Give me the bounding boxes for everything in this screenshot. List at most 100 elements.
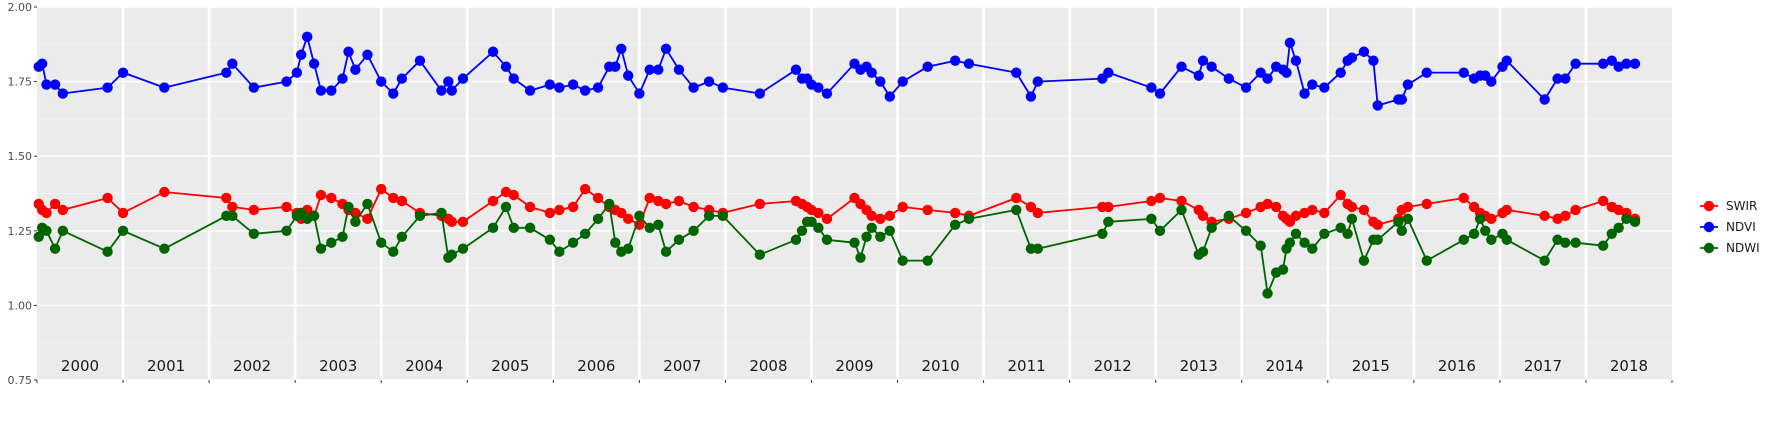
- ndvi-point: [949, 55, 961, 66]
- swir-point: [949, 207, 961, 219]
- ndwi-point: [1290, 228, 1302, 239]
- ndwi-point: [922, 255, 933, 266]
- ndwi-point: [524, 222, 536, 234]
- ndwi-point: [634, 210, 645, 222]
- swir-point: [622, 213, 634, 225]
- ndvi-point: [644, 64, 655, 75]
- ndvi-point: [102, 82, 113, 93]
- ndwi-point: [673, 234, 685, 245]
- ndvi-point: [897, 76, 908, 87]
- ndwi-point: [1421, 255, 1432, 266]
- swir-point: [388, 192, 399, 204]
- ndwi-point: [49, 243, 61, 254]
- y-tick-label: 0.75: [8, 374, 33, 387]
- ndwi-point: [1262, 288, 1273, 299]
- ndwi-point: [159, 243, 170, 254]
- ndvi-point: [1290, 55, 1302, 66]
- swir-point: [326, 192, 337, 204]
- swir-point: [1290, 210, 1302, 222]
- swir-point: [1270, 201, 1282, 213]
- swir-point: [248, 204, 260, 216]
- ndwi-point: [1539, 255, 1550, 266]
- ndwi-point: [33, 231, 44, 242]
- ndwi-point: [1597, 240, 1609, 251]
- swir-point: [821, 213, 833, 225]
- swir-point: [592, 192, 604, 204]
- ndwi-point: [1613, 222, 1624, 234]
- ndvi-point: [326, 85, 337, 96]
- ndvi-point: [281, 76, 292, 87]
- y-tick-label: 2.00: [8, 1, 33, 14]
- swir-point: [884, 210, 895, 222]
- ndvi-point: [1025, 91, 1037, 102]
- ndvi-point: [866, 67, 877, 78]
- ndvi-point: [790, 64, 802, 75]
- ndwi-point: [897, 255, 908, 266]
- ndwi-point: [579, 228, 591, 239]
- year-label: 2017: [1524, 357, 1562, 375]
- ndvi-point: [634, 88, 645, 99]
- ndvi-point: [1346, 52, 1358, 63]
- ndwi-point: [806, 216, 817, 228]
- ndvi-point: [1402, 79, 1414, 90]
- legend-label: SWIR: [1726, 199, 1757, 213]
- ndvi-point: [1570, 58, 1581, 69]
- ndvi-point: [1240, 82, 1252, 93]
- ndwi-point: [1393, 216, 1404, 228]
- year-label: 2008: [749, 357, 787, 375]
- year-labels: 2000 2001 2002 2003 2004 2005 2006 2007 2008 2009…: [61, 357, 1648, 375]
- year-label: 2010: [921, 357, 959, 375]
- swir-point: [1458, 192, 1469, 204]
- ndvi-point: [1335, 67, 1346, 78]
- ndwi-point: [855, 252, 866, 263]
- ndvi-point: [1368, 55, 1379, 66]
- legend-item-ndwi: NDWI: [1700, 241, 1760, 255]
- ndwi-point: [813, 222, 824, 234]
- ndwi-point: [362, 198, 373, 210]
- ndvi-point: [875, 76, 886, 87]
- y-tick-label: 1.75: [8, 76, 33, 89]
- ndwi-point: [1284, 237, 1296, 248]
- year-label: 2003: [319, 357, 357, 375]
- ndwi-point: [57, 225, 69, 236]
- ndwi-point: [388, 246, 399, 257]
- ndwi-point: [790, 234, 802, 245]
- swir-point: [567, 201, 579, 213]
- swir-point: [1154, 192, 1166, 204]
- year-label: 2000: [61, 357, 99, 375]
- ndvi-point: [500, 61, 512, 72]
- swir-point: [544, 207, 556, 219]
- ndvi-point: [673, 64, 685, 75]
- ndwi-point: [604, 198, 615, 210]
- swir-point: [754, 198, 766, 210]
- swir-point: [1307, 204, 1318, 216]
- ndvi-point: [1193, 70, 1204, 81]
- ndvi-point: [592, 82, 604, 93]
- ndwi-point: [436, 207, 447, 219]
- ndvi-point: [922, 61, 933, 72]
- ndwi-point: [1255, 240, 1266, 251]
- ndvi-point: [1103, 67, 1114, 78]
- swir-point: [1335, 189, 1346, 201]
- swir-point: [1560, 210, 1571, 222]
- ndvi-point: [362, 49, 373, 60]
- ndvi-point: [1560, 73, 1571, 84]
- ndvi-point: [1197, 55, 1209, 66]
- swir-point: [1346, 201, 1358, 213]
- ndvi-point: [554, 82, 565, 93]
- ndwi-point: [396, 231, 408, 242]
- ndwi-point: [487, 222, 499, 234]
- swir-point: [315, 189, 327, 201]
- swir-point: [1539, 210, 1550, 222]
- ndvi-point: [1307, 79, 1318, 90]
- ndvi-point: [1372, 100, 1383, 111]
- ndvi-point: [1206, 61, 1217, 72]
- series-ndvi: [33, 31, 1641, 111]
- ndvi-point: [337, 73, 348, 84]
- swir-point: [117, 207, 129, 219]
- year-label: 2013: [1180, 357, 1218, 375]
- ndwi-point: [41, 225, 52, 236]
- ndwi-point: [1621, 213, 1632, 225]
- ndvi-point: [446, 85, 457, 96]
- swir-point: [897, 201, 908, 213]
